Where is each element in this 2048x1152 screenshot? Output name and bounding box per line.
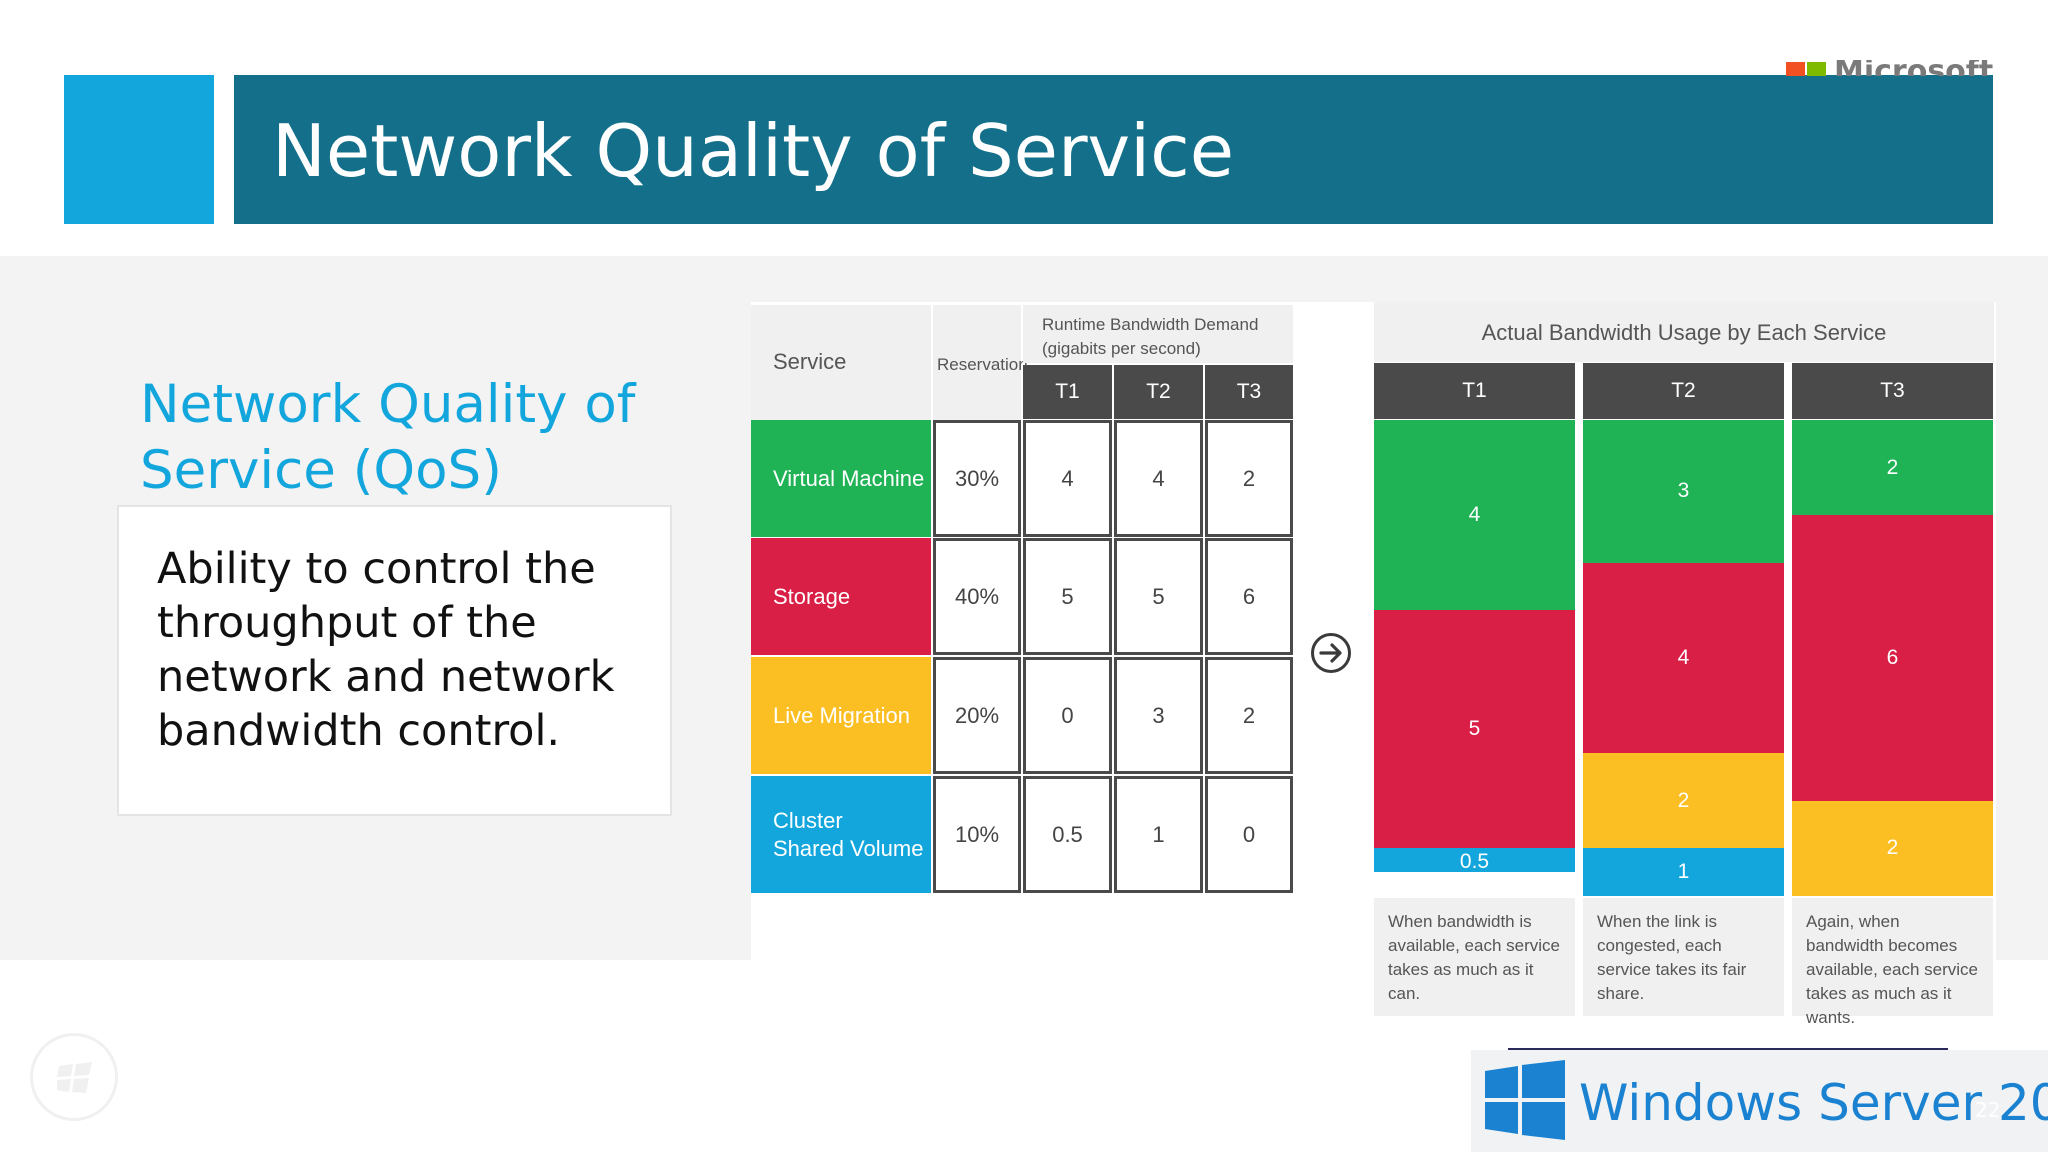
demand-cell: 0 [1205,776,1293,893]
description-text: Ability to control the throughput of the… [157,544,615,756]
demand-header-line1: Runtime Bandwidth Demand [1042,315,1259,334]
chart-bar-segment: 1 [1583,848,1784,896]
chart-period-header: T2 [1583,363,1784,419]
chart-bar-label: 1 [1677,860,1690,884]
period-header-t3: T3 [1205,365,1293,419]
demand-cell: 0.5 [1023,776,1112,893]
service-name: Virtual Machine [773,465,925,491]
windows-server-logo: Windows Server 2012 [1471,1050,2048,1152]
chart-bar-label: 2 [1677,788,1690,812]
windows-watermark-icon [57,1062,92,1093]
chart-bar-label: 0.5 [1459,850,1490,874]
service-cell: Virtual Machine [751,420,931,537]
service-cell: Live Migration [751,657,931,774]
reservation-header: Reservation [937,355,1028,374]
service-header: Service [773,349,847,374]
windows-logo-icon [1485,1060,1565,1140]
description-box: Ability to control the throughput of the… [117,505,672,816]
chart-bar-label: 3 [1677,479,1690,503]
demand-cell: 6 [1205,538,1293,655]
reservation-cell: 20% [933,657,1021,774]
chart-bar-label: 2 [1886,455,1899,479]
chart-bar-label: 4 [1468,503,1481,527]
reservation-cell: 40% [933,538,1021,655]
demand-cell: 4 [1114,420,1203,537]
chart-bar-segment: 0.5 [1374,848,1575,874]
title-bar: Network Quality of Service [234,75,1993,224]
chart-note: When the link is congested, each service… [1583,898,1784,1016]
demand-header-line2: (gigabits per second) [1042,339,1201,358]
chart-note: When bandwidth is available, each servic… [1374,898,1575,1016]
chart-bar-label: 6 [1886,645,1899,669]
microsoft-logo: Microsoft [1786,60,2001,76]
service-header-cell: Service [751,305,931,420]
chart-bar-segment: 2 [1583,753,1784,849]
chart-period-header: T3 [1792,363,1993,419]
content-subtitle: Network Quality of Service (QoS) [140,374,636,501]
period-header-t1: T1 [1023,365,1112,419]
service-cell: Cluster Shared Volume [751,776,931,893]
reservation-cell: 30% [933,420,1021,537]
slide-title: Network Quality of Service [272,109,1235,193]
period-header-t2: T2 [1114,365,1203,419]
microsoft-logo-icon-2 [1807,62,1826,76]
service-cell: Storage [751,538,931,655]
demand-cell: 1 [1114,776,1203,893]
demand-cell: 0 [1023,657,1112,774]
reservation-cell: 10% [933,776,1021,893]
demand-cell: 5 [1114,538,1203,655]
windows-server-logo-text: Windows Server 2012 [1579,1074,2048,1132]
chart-period-header: T1 [1374,363,1575,419]
page-number: 22 [1975,1098,2001,1122]
service-name: Storage [773,583,851,609]
demand-cell: 5 [1023,538,1112,655]
microsoft-logo-text: Microsoft [1834,60,1993,76]
chart-bar-segment: 6 [1792,515,1993,801]
chart-bar-segment: 3 [1583,420,1784,563]
chart-bar-segment: 5 [1374,610,1575,849]
chart-title-cell: Actual Bandwidth Usage by Each Service [1374,302,1994,362]
chart-bar-segment: 2 [1792,800,1993,896]
reservation-header-cell: Reservation [933,305,1028,420]
arrow-right-icon [1311,633,1351,673]
chart-bar-segment: 4 [1374,420,1575,611]
chart-bar-segment: 2 [1792,420,1993,516]
chart-bar-label: 2 [1886,836,1899,860]
service-name: Live Migration [773,702,910,728]
demand-cell: 4 [1023,420,1112,537]
chart-note: Again, when bandwidth becomes available,… [1792,898,1993,1027]
chart-bar-label: 5 [1468,717,1481,741]
demand-header: Runtime Bandwidth Demand (gigabits per s… [1042,313,1258,361]
chart-title: Actual Bandwidth Usage by Each Service [1481,320,1887,345]
demand-header-cell: Runtime Bandwidth Demand (gigabits per s… [1023,305,1293,363]
microsoft-logo-icon [1786,62,1805,76]
chart-bar-segment: 4 [1583,562,1784,754]
windows-watermark [30,1033,118,1121]
demand-cell: 2 [1205,420,1293,537]
service-name: Cluster [773,807,843,833]
title-accent-square [64,75,214,224]
footer-divider [1508,1048,1948,1050]
chart-bar-label: 4 [1677,645,1690,669]
service-name-line2: Shared Volume [773,835,924,861]
demand-cell: 2 [1205,657,1293,774]
demand-cell: 3 [1114,657,1203,774]
